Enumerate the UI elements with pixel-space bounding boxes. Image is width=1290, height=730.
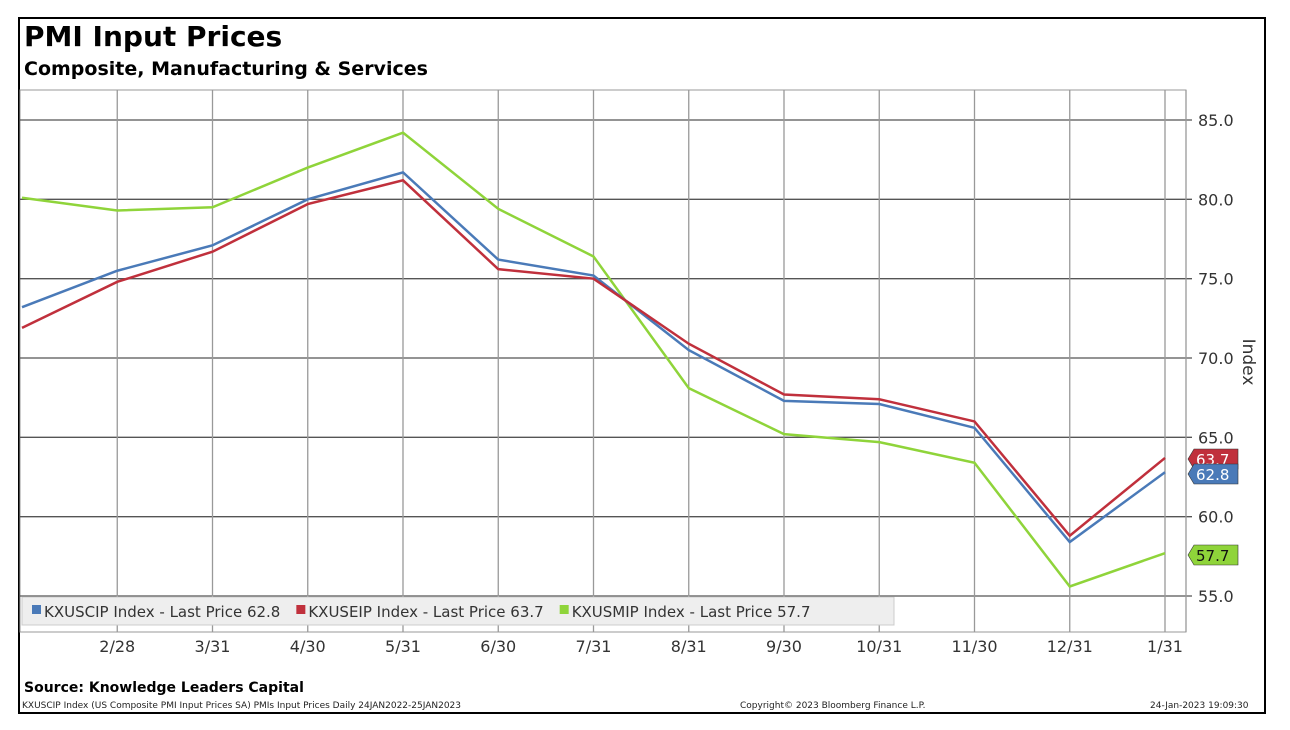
y-axis-label: Index	[1238, 339, 1258, 386]
x-tick-label: 8/31	[671, 637, 707, 656]
plot-area	[19, 89, 1187, 633]
legend-entry: KXUSEIP Index - Last Price 63.7	[308, 603, 543, 621]
x-tick-label: 2/28	[99, 637, 135, 656]
legend	[21, 596, 895, 626]
footer-center: Copyright© 2023 Bloomberg Finance L.P.	[740, 701, 926, 711]
chart-title: PMI Input Prices	[24, 20, 283, 53]
source-note: Source: Knowledge Leaders Capital	[24, 680, 304, 696]
last-price-tag	[1187, 544, 1239, 566]
x-tick-label: 6/30	[480, 637, 516, 656]
last-price-label: 62.8	[1196, 466, 1229, 484]
chart-subtitle: Composite, Manufacturing & Services	[24, 58, 428, 80]
x-tick-label: 7/31	[576, 637, 612, 656]
x-tick-label: 4/30	[290, 637, 326, 656]
legend-swatch	[559, 605, 569, 614]
x-tick-label: 3/31	[195, 637, 231, 656]
last-price-tag	[1187, 463, 1239, 485]
y-tick-label: 70.0	[1198, 349, 1234, 368]
y-tick-label: 60.0	[1198, 508, 1234, 527]
x-tick-label: 9/30	[766, 637, 802, 656]
y-tick-label: 75.0	[1198, 270, 1234, 289]
series-line	[21, 170, 1166, 544]
last-price-label: 57.7	[1196, 547, 1229, 565]
footer-left: KXUSCIP Index (US Composite PMI Input Pr…	[22, 701, 462, 711]
y-tick-label: 55.0	[1198, 587, 1234, 606]
legend-entry: KXUSCIP Index - Last Price 62.8	[44, 603, 280, 621]
x-tick-label: 11/30	[951, 637, 997, 656]
chart-frame	[18, 17, 1266, 714]
legend-entry: KXUSMIP Index - Last Price 57.7	[572, 603, 811, 621]
y-tick-label: 85.0	[1198, 111, 1234, 130]
x-tick-label: 5/31	[385, 637, 421, 656]
series-line	[21, 131, 1166, 588]
series-line	[21, 178, 1166, 538]
x-tick-label: 10/31	[856, 637, 902, 656]
legend-swatch	[296, 605, 306, 614]
legend-swatch	[32, 605, 41, 614]
y-tick-label: 65.0	[1198, 428, 1234, 447]
footer-right: 24-Jan-2023 19:09:30	[1150, 701, 1249, 711]
x-tick-label: 1/31	[1147, 637, 1183, 656]
x-tick-label: 12/31	[1047, 637, 1093, 656]
y-tick-label: 80.0	[1198, 190, 1234, 209]
